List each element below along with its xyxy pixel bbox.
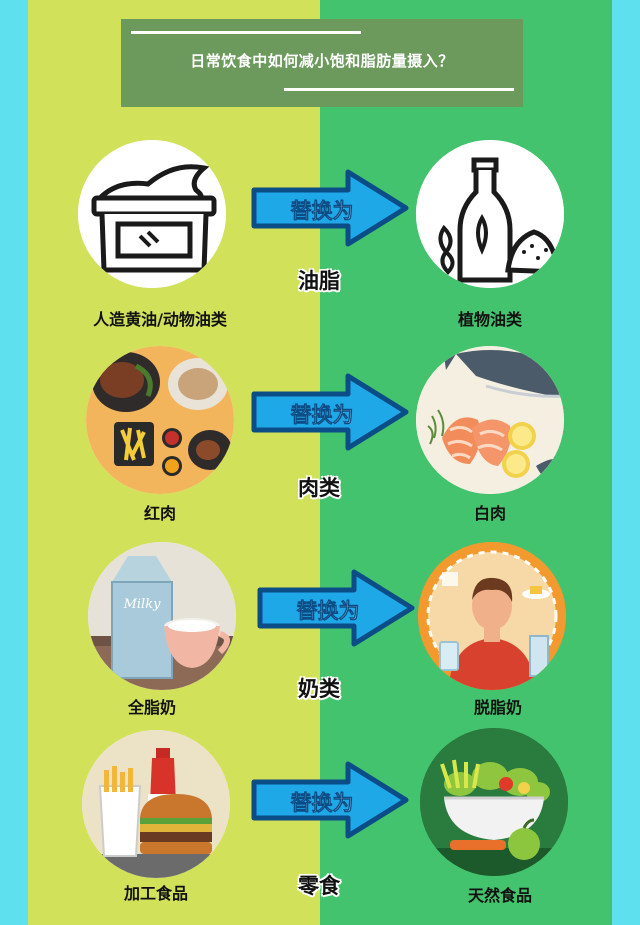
title-decor-line-top	[131, 31, 361, 34]
fast-food-burger-icon	[82, 730, 230, 878]
steak-and-fries-icon	[86, 346, 234, 494]
salad-bowl-icon	[420, 728, 568, 876]
page-title: 日常饮食中如何减小饱和脂肪量摄入？	[190, 52, 454, 70]
replace-arrow-2: 替换为	[250, 372, 410, 452]
milk-carton-cup-icon: Milky	[88, 542, 236, 690]
arrow-label: 替换为	[291, 199, 354, 223]
category-dairy: 奶类	[298, 677, 340, 701]
person-with-milk-icon	[418, 542, 566, 690]
to-label-snacks: 天然食品	[467, 886, 532, 905]
milk-carton-text: Milky	[123, 597, 162, 612]
category-meat: 肉类	[298, 476, 340, 500]
title-decor-line-bottom	[284, 88, 514, 91]
arrow-label: 替换为	[291, 403, 354, 427]
salmon-fish-icon	[416, 346, 564, 494]
category-snacks: 零食	[298, 874, 340, 898]
replace-arrow-1: 替换为	[250, 168, 410, 248]
olive-oil-bottle-icon	[416, 140, 564, 288]
arrow-label: 替换为	[291, 791, 354, 815]
from-label-fats: 人造黄油/动物油类	[93, 310, 227, 329]
from-label-snacks: 加工食品	[123, 884, 188, 903]
replace-arrow-4: 替换为	[250, 760, 410, 840]
to-label-meat: 白肉	[473, 504, 506, 523]
category-fats: 油脂	[298, 269, 340, 293]
replace-arrow-3: 替换为	[256, 568, 416, 648]
margarine-tub-icon	[78, 140, 226, 288]
to-label-dairy: 脱脂奶	[473, 698, 522, 717]
to-label-fats: 植物油类	[457, 310, 522, 329]
from-label-dairy: 全脂奶	[127, 698, 176, 717]
from-label-meat: 红肉	[143, 504, 176, 523]
arrow-label: 替换为	[297, 599, 360, 623]
